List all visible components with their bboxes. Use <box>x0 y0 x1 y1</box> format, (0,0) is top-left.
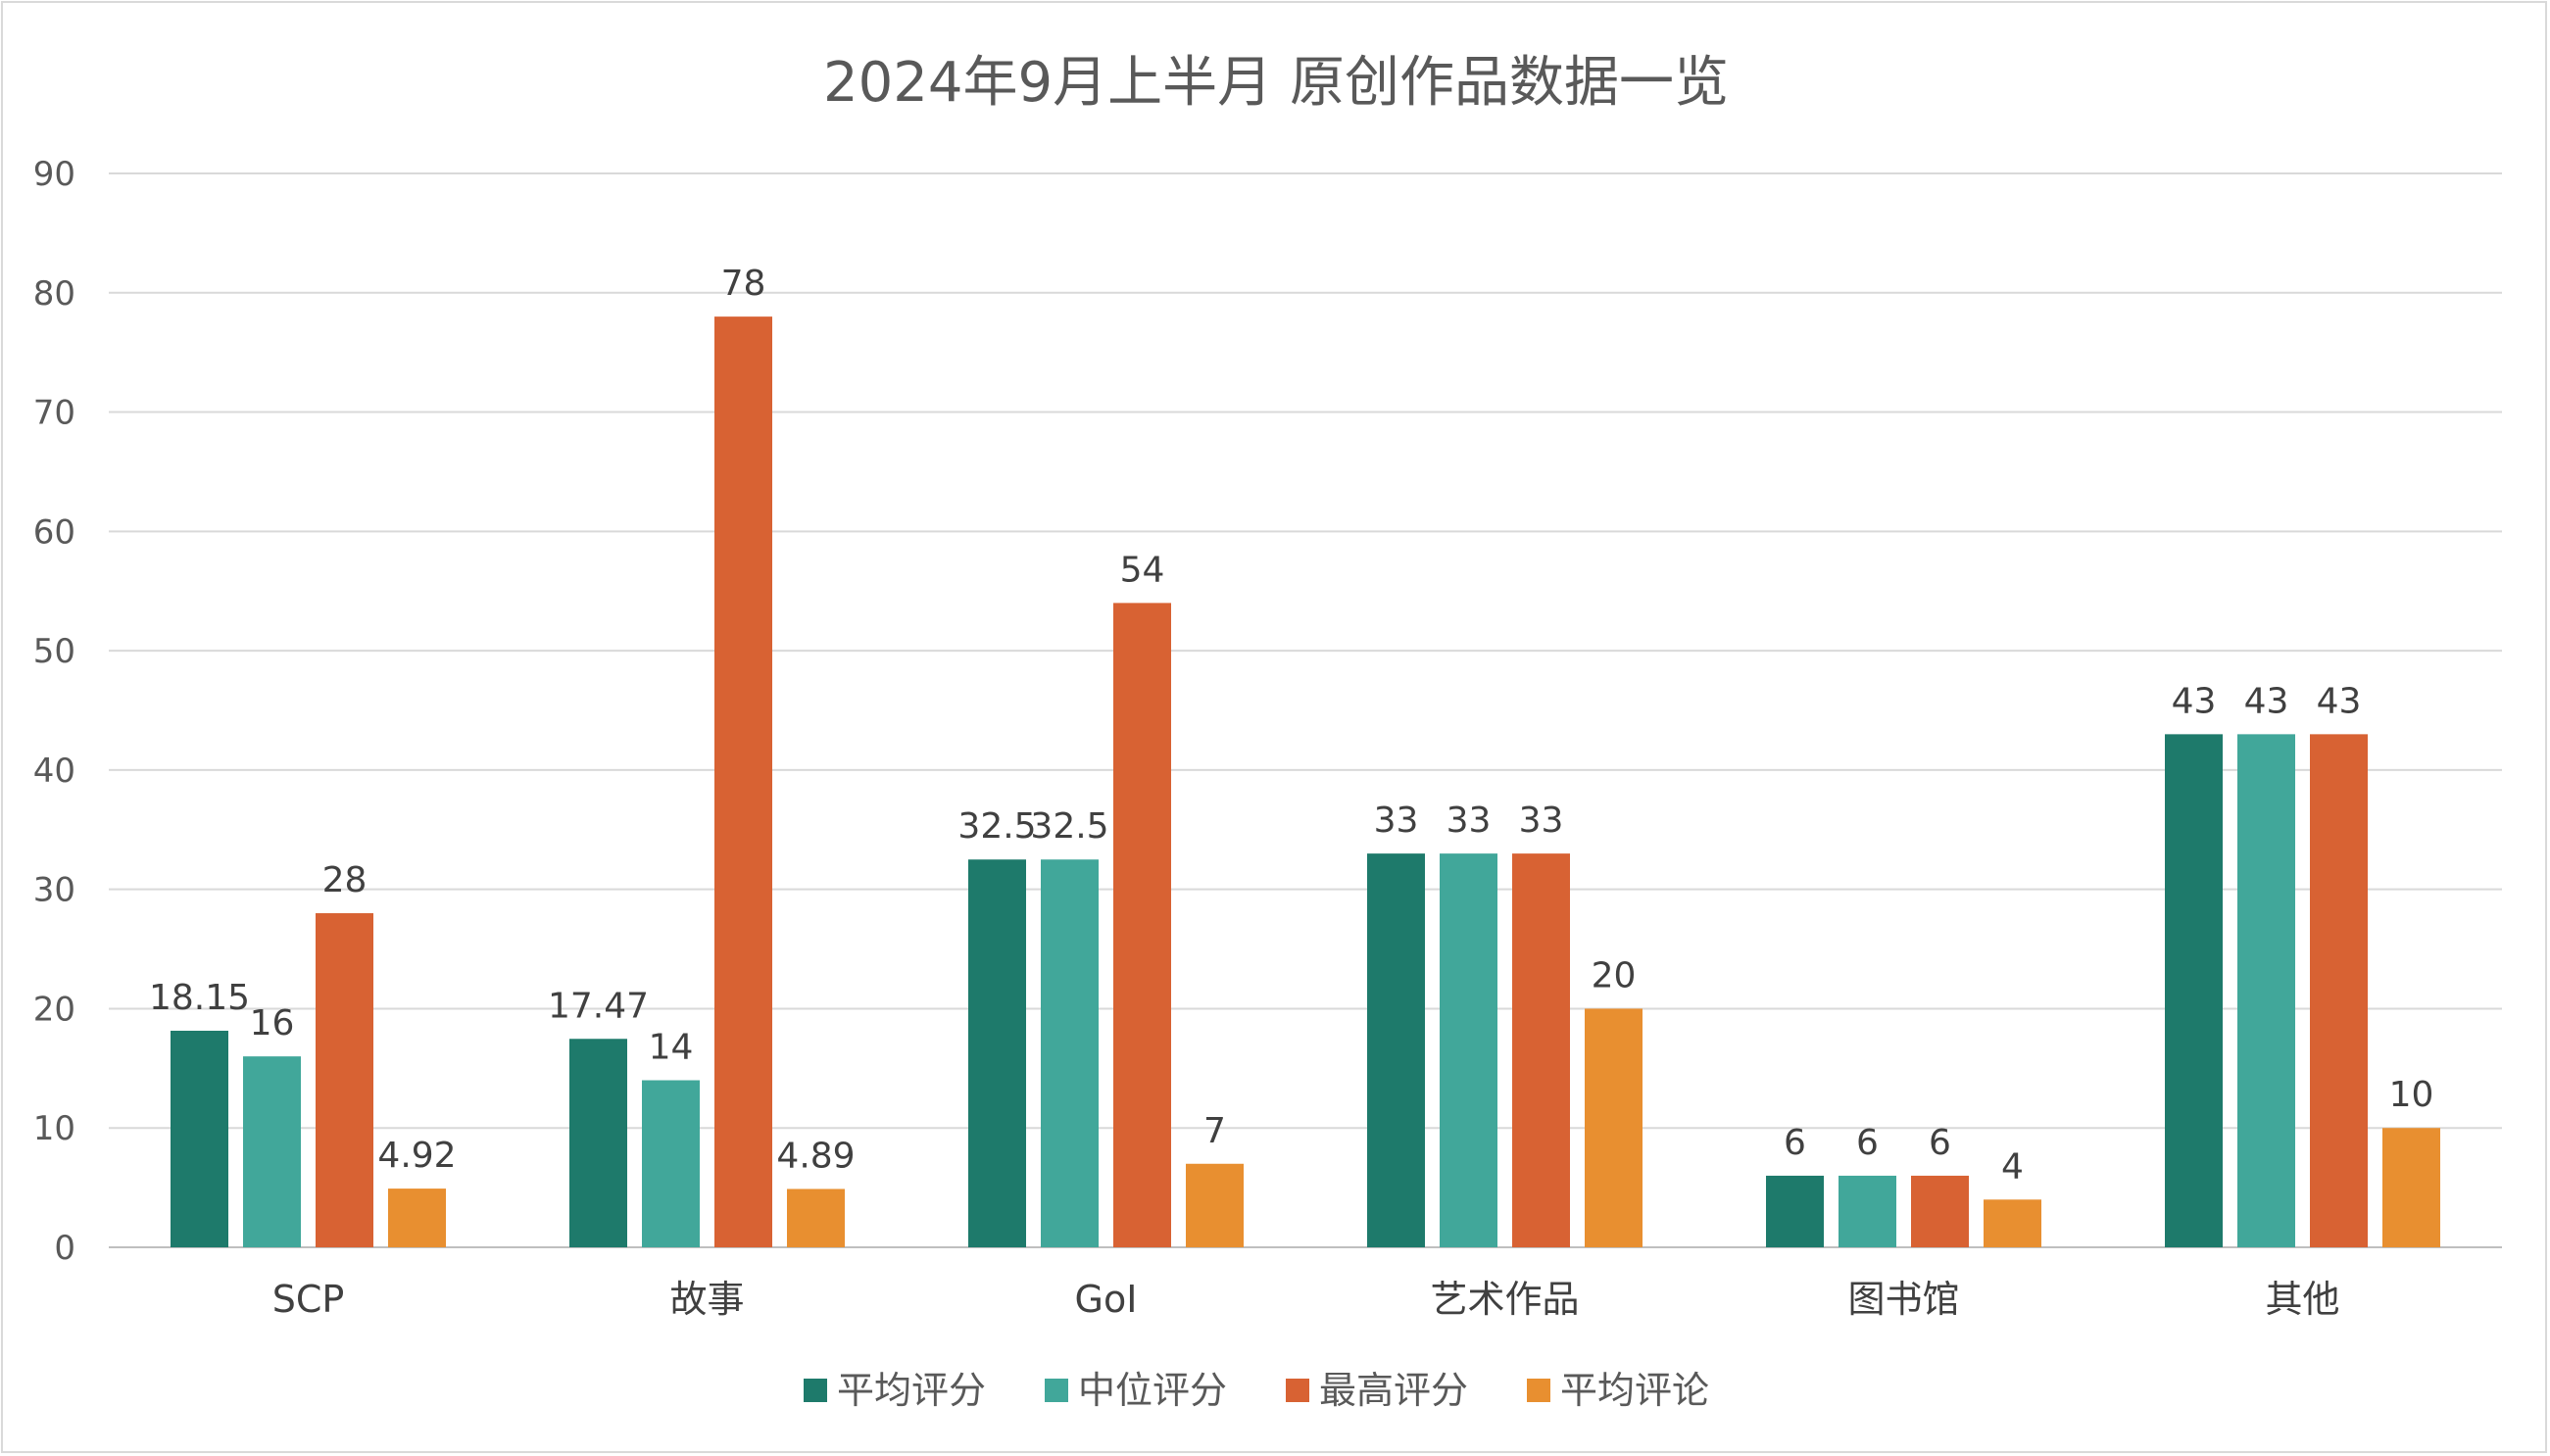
bar <box>1911 1175 1969 1247</box>
legend-label: 平均评分 <box>837 1369 986 1412</box>
bar <box>1041 859 1099 1247</box>
legend-label: 平均评论 <box>1560 1369 1709 1412</box>
bar <box>968 859 1026 1247</box>
gridlines <box>109 172 2502 1248</box>
x-tick-label: SCP <box>272 1278 345 1321</box>
y-tick-label: 0 <box>54 1229 75 1268</box>
bar <box>1440 853 1497 1247</box>
data-label: 6 <box>1784 1123 1806 1163</box>
legend-item: 中位评分 <box>1045 1369 1227 1412</box>
bar <box>2310 734 2368 1247</box>
y-tick-label: 20 <box>33 990 75 1029</box>
bar <box>2237 734 2295 1247</box>
bar <box>642 1080 700 1247</box>
legend-item: 最高评分 <box>1286 1369 1468 1412</box>
data-label: 4.89 <box>776 1136 855 1176</box>
data-label: 43 <box>2317 681 2362 721</box>
x-tick-label: 故事 <box>669 1278 744 1321</box>
x-tick-label: GoI <box>1075 1278 1138 1321</box>
bar <box>714 316 772 1248</box>
bar <box>569 1039 627 1247</box>
data-label: 43 <box>2172 681 2217 721</box>
data-label: 18.15 <box>149 978 250 1018</box>
y-axis-ticks: 0 10 20 30 40 50 60 70 80 90 <box>33 155 75 1268</box>
bar <box>243 1056 301 1247</box>
x-axis-ticks: SCP 故事 GoI 艺术作品 图书馆 其他 <box>272 1278 2340 1321</box>
bar <box>1113 603 1171 1247</box>
data-label: 32.5 <box>1030 806 1108 847</box>
legend-swatch <box>804 1379 827 1402</box>
y-tick-label: 10 <box>33 1109 75 1148</box>
y-tick-label: 50 <box>33 632 75 671</box>
data-label: 20 <box>1592 955 1637 995</box>
data-label: 17.47 <box>548 986 649 1026</box>
legend-item: 平均评论 <box>1527 1369 1709 1412</box>
y-tick-label: 90 <box>33 155 75 194</box>
data-label: 32.5 <box>957 806 1036 847</box>
bar <box>1512 853 1570 1247</box>
y-tick-label: 30 <box>33 871 75 910</box>
x-tick-label: 艺术作品 <box>1430 1278 1579 1321</box>
data-label: 4.92 <box>377 1136 456 1176</box>
data-label: 43 <box>2244 681 2289 721</box>
data-label: 16 <box>250 1003 295 1043</box>
bar <box>1766 1175 1824 1247</box>
bar <box>1186 1163 1244 1247</box>
y-tick-label: 40 <box>33 752 75 791</box>
legend-swatch <box>1045 1379 1068 1402</box>
data-label: 6 <box>1856 1123 1879 1163</box>
data-label: 28 <box>322 860 368 900</box>
data-label: 33 <box>1447 801 1492 841</box>
data-label: 33 <box>1519 801 1564 841</box>
data-label: 33 <box>1374 801 1419 841</box>
legend-swatch <box>1286 1379 1309 1402</box>
data-label: 6 <box>1929 1123 1951 1163</box>
data-label: 54 <box>1120 550 1165 590</box>
bar-chart: 2024年9月上半月 原创作品数据一览 0102030405060708090 … <box>33 51 2502 1412</box>
x-tick-label: 图书馆 <box>1847 1278 1959 1321</box>
bar <box>787 1189 845 1247</box>
data-label: 14 <box>649 1028 694 1068</box>
bar <box>2382 1128 2440 1247</box>
data-label: 10 <box>2389 1075 2434 1115</box>
x-tick-label: 其他 <box>2265 1278 2339 1321</box>
legend-swatch <box>1527 1379 1550 1402</box>
chart-title: 2024年9月上半月 原创作品数据一览 <box>823 51 1729 115</box>
data-label: 7 <box>1203 1111 1226 1151</box>
bar <box>1984 1199 2041 1247</box>
legend-label: 中位评分 <box>1078 1369 1227 1412</box>
bar <box>388 1189 446 1247</box>
bar <box>1367 853 1425 1247</box>
bar <box>316 913 373 1247</box>
y-tick-label: 70 <box>33 394 75 433</box>
y-tick-label: 80 <box>33 274 75 314</box>
legend-label: 最高评分 <box>1319 1369 1468 1412</box>
y-tick-label: 60 <box>33 512 75 552</box>
bars <box>171 316 2440 1248</box>
bar <box>1839 1175 1896 1247</box>
bar <box>171 1030 228 1247</box>
bar <box>1585 1008 1643 1247</box>
legend: 平均评分 中位评分 最高评分 平均评论 <box>804 1369 1709 1412</box>
data-label: 4 <box>2001 1146 2024 1187</box>
legend-item: 平均评分 <box>804 1369 986 1412</box>
data-label: 78 <box>721 264 766 304</box>
bar <box>2165 734 2223 1247</box>
